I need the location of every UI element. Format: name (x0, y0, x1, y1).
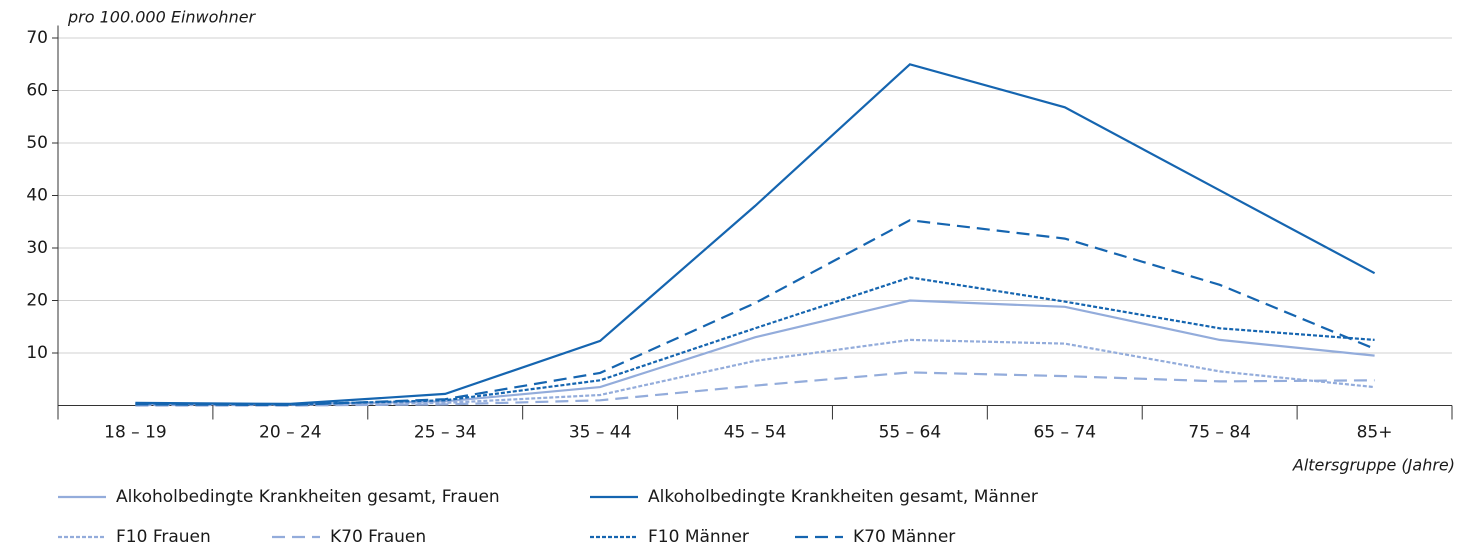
series-line (135, 63, 1376, 406)
x-axis-label: Altersgruppe (Jahre) (1292, 456, 1455, 475)
x-tick-label: 45 – 54 (724, 423, 787, 443)
y-tick-label: 70 (26, 28, 48, 48)
series-line (135, 338, 1375, 407)
x-tick-label: 35 – 44 (569, 423, 632, 443)
y-axis-label: pro 100.000 Einwohner (67, 8, 257, 27)
series-line (135, 371, 1375, 407)
x-tick-label: 75 – 84 (1188, 423, 1251, 443)
x-tick-label: 25 – 34 (414, 423, 477, 443)
y-tick-label: 30 (26, 238, 48, 258)
legend-label: Alkoholbedingte Krankheiten gesamt, Frau… (116, 487, 500, 507)
x-tick-label: 55 – 64 (879, 423, 942, 443)
x-tick-label: 18 – 19 (104, 423, 167, 443)
x-tick-label: 65 – 74 (1033, 423, 1096, 443)
legend-label: F10 Männer (648, 527, 749, 547)
y-tick-label: 10 (26, 343, 48, 363)
legend-label: K70 Männer (853, 527, 955, 547)
x-tick-label: 85+ (1357, 423, 1393, 443)
legend-label: K70 Frauen (330, 527, 426, 547)
legend-label: Alkoholbedingte Krankheiten gesamt, Männ… (648, 487, 1038, 507)
y-tick-label: 20 (26, 291, 48, 311)
y-tick-label: 60 (26, 81, 48, 101)
series-line (135, 219, 1376, 407)
legend-label: F10 Frauen (116, 527, 211, 547)
y-tick-label: 50 (26, 133, 48, 153)
y-tick-label: 40 (26, 186, 48, 206)
x-tick-label: 20 – 24 (259, 423, 322, 443)
series-line (135, 299, 1375, 406)
